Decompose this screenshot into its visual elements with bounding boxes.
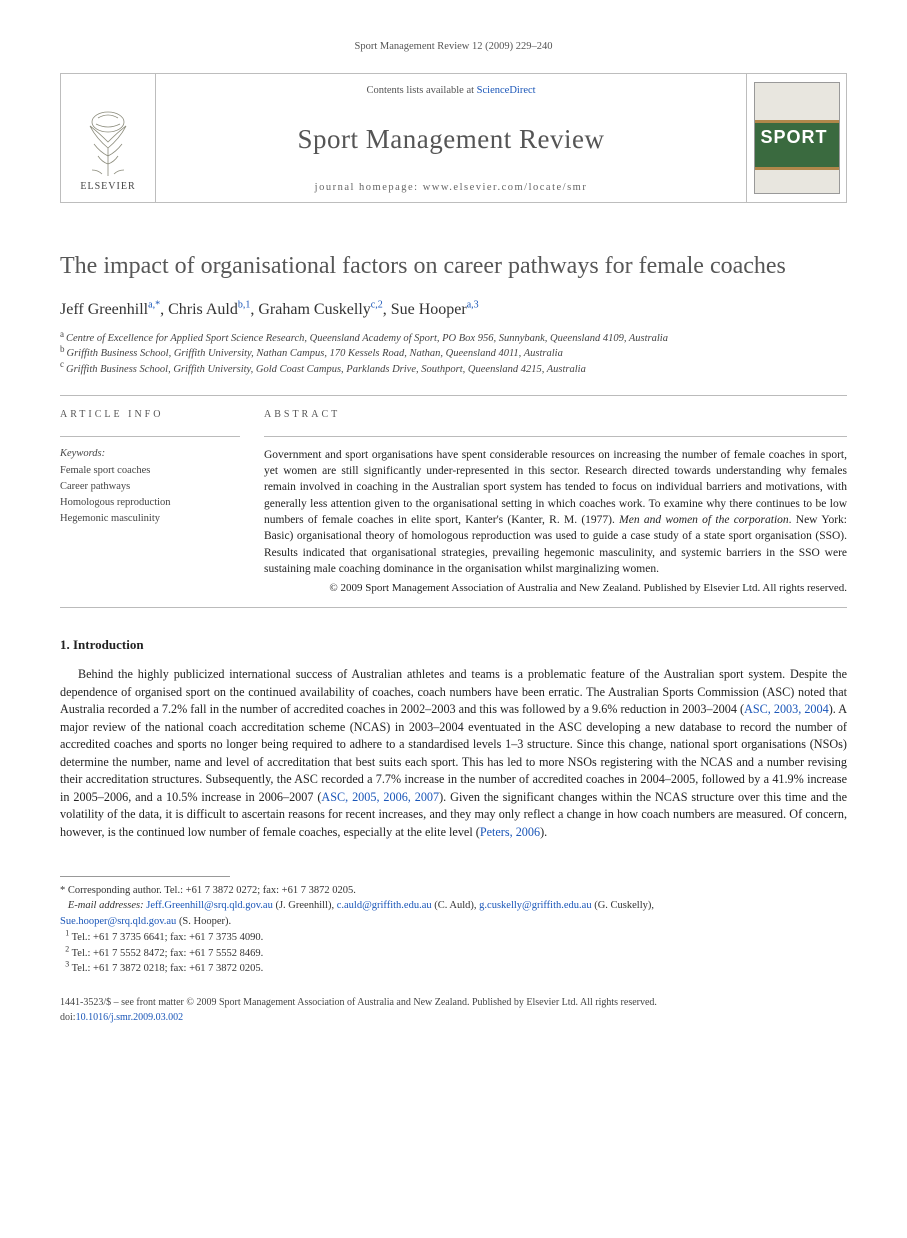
running-head: Sport Management Review 12 (2009) 229–24…: [60, 40, 847, 55]
citation-link-asc-2003-2004[interactable]: ASC, 2003, 2004: [744, 702, 829, 716]
footnote-2: 2 Tel.: +61 7 5552 8472; fax: +61 7 5552…: [60, 946, 840, 962]
journal-masthead: ELSEVIER Contents lists available at Sci…: [60, 73, 847, 203]
email-cuskelly[interactable]: g.cuskelly@griffith.edu.au: [479, 900, 591, 911]
masthead-center: Contents lists available at ScienceDirec…: [156, 74, 746, 202]
article-title: The impact of organisational factors on …: [60, 251, 847, 281]
doi-prefix: doi:: [60, 1012, 76, 1023]
article-info-head: ARTICLE INFO: [60, 408, 240, 422]
affiliation-b: bGriffith Business School, Griffith Univ…: [60, 346, 847, 361]
abstract-copyright: © 2009 Sport Management Association of A…: [264, 581, 847, 596]
divider-bottom: [60, 607, 847, 608]
affiliation-b-text: Griffith Business School, Griffith Unive…: [67, 348, 563, 359]
email-auld[interactable]: c.auld@griffith.edu.au: [337, 900, 432, 911]
keyword-item: Homologous reproduction: [60, 495, 240, 511]
abstract-divider: [264, 436, 847, 437]
elsevier-tree-icon: [78, 108, 138, 178]
info-divider: [60, 436, 240, 437]
affiliations: aCentre of Excellence for Applied Sport …: [60, 331, 847, 377]
cover-thumbnail-block: SPORT: [746, 74, 846, 202]
intro-text-2: ). A major review of the national coach …: [60, 702, 847, 804]
citation-link-asc-2005-2007[interactable]: ASC, 2005, 2006, 2007: [321, 790, 439, 804]
email-addresses-line: E-mail addresses: Jeff.Greenhill@srq.qld…: [60, 898, 840, 930]
corresponding-author-note: * Corresponding author. Tel.: +61 7 3872…: [60, 883, 840, 899]
keyword-item: Female sport coaches: [60, 463, 240, 479]
email-who-2: (C. Auld),: [432, 900, 480, 911]
email-who-3: (G. Cuskelly),: [592, 900, 654, 911]
email-who-1: (J. Greenhill),: [273, 900, 337, 911]
intro-text-1: Behind the highly publicized internation…: [60, 667, 847, 716]
affiliation-a-text: Centre of Excellence for Applied Sport S…: [66, 333, 668, 344]
author-1-corr-link[interactable]: *: [155, 299, 160, 310]
publisher-name: ELSEVIER: [80, 180, 135, 194]
keyword-item: Hegemonic masculinity: [60, 511, 240, 527]
cover-title-text: SPORT: [761, 125, 828, 150]
section-1-head: 1. Introduction: [60, 636, 847, 654]
email-who-4: (S. Hooper).: [176, 916, 231, 927]
sciencedirect-link[interactable]: ScienceDirect: [477, 85, 536, 96]
intro-text-4: ).: [540, 825, 547, 839]
footnotes: * Corresponding author. Tel.: +61 7 3872…: [60, 877, 840, 978]
author-2-affil-link[interactable]: b,1: [238, 299, 251, 310]
author-list: Jeff Greenhilla,*, Chris Auldb,1, Graham…: [60, 299, 847, 321]
email-label: E-mail addresses:: [68, 900, 144, 911]
contents-available-line: Contents lists available at ScienceDirec…: [366, 84, 535, 99]
abstract-text: Government and sport organisations have …: [264, 447, 847, 578]
doi-link[interactable]: 10.1016/j.smr.2009.03.002: [76, 1012, 184, 1023]
info-abstract-row: ARTICLE INFO Keywords: Female sport coac…: [60, 396, 847, 607]
footnote-2-text: Tel.: +61 7 5552 8472; fax: +61 7 5552 8…: [72, 948, 264, 959]
author-2: Chris Auld: [168, 301, 238, 318]
footnote-1-text: Tel.: +61 7 3735 6641; fax: +61 7 3735 4…: [72, 932, 264, 943]
homepage-url: www.elsevier.com/locate/smr: [423, 182, 588, 193]
front-matter-line: 1441-3523/$ – see front matter © 2009 Sp…: [60, 995, 847, 1010]
author-3: Graham Cuskelly: [258, 301, 370, 318]
journal-title: Sport Management Review: [298, 121, 605, 159]
footnote-1: 1 Tel.: +61 7 3735 6641; fax: +61 7 3735…: [60, 930, 840, 946]
email-greenhill[interactable]: Jeff.Greenhill@srq.qld.gov.au: [146, 900, 273, 911]
abstract-column: ABSTRACT Government and sport organisati…: [264, 408, 847, 597]
abstract-book-title: Men and women of the corporation: [619, 514, 789, 526]
homepage-prefix: journal homepage:: [315, 182, 423, 193]
author-4: Sue Hooper: [391, 301, 467, 318]
keywords-label: Keywords:: [60, 447, 240, 462]
footnote-3-text: Tel.: +61 7 3872 0218; fax: +61 7 3872 0…: [72, 963, 264, 974]
author-1: Jeff Greenhill: [60, 301, 148, 318]
publisher-logo-block: ELSEVIER: [61, 74, 156, 202]
keyword-item: Career pathways: [60, 479, 240, 495]
article-info-column: ARTICLE INFO Keywords: Female sport coac…: [60, 408, 240, 597]
intro-paragraph: Behind the highly publicized internation…: [60, 666, 847, 842]
citation-link-peters-2006[interactable]: Peters, 2006: [480, 825, 540, 839]
affiliation-c: cGriffith Business School, Griffith Univ…: [60, 362, 847, 377]
abstract-head: ABSTRACT: [264, 408, 847, 422]
author-4-affil-link[interactable]: a,3: [467, 299, 479, 310]
footnote-3: 3 Tel.: +61 7 3872 0218; fax: +61 7 3872…: [60, 961, 840, 977]
doi-line: doi:10.1016/j.smr.2009.03.002: [60, 1010, 847, 1025]
affiliation-c-text: Griffith Business School, Griffith Unive…: [66, 364, 586, 375]
journal-cover-thumbnail: SPORT: [754, 82, 840, 194]
journal-homepage-line: journal homepage: www.elsevier.com/locat…: [315, 181, 588, 196]
author-3-affil-link[interactable]: c,2: [371, 299, 383, 310]
page-footer: 1441-3523/$ – see front matter © 2009 Sp…: [60, 995, 847, 1025]
contents-prefix: Contents lists available at: [366, 85, 476, 96]
affiliation-a: aCentre of Excellence for Applied Sport …: [60, 331, 847, 346]
keywords-list: Female sport coaches Career pathways Hom…: [60, 463, 240, 526]
email-hooper[interactable]: Sue.hooper@srq.qld.gov.au: [60, 916, 176, 927]
